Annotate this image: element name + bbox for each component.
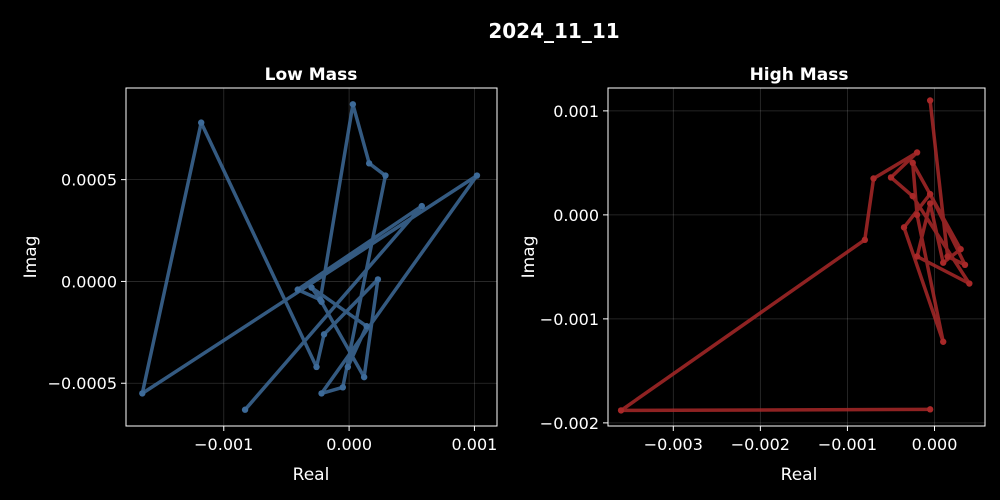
low-mass-data-point (363, 323, 370, 330)
high-mass-data-point (944, 253, 951, 260)
low-mass-xtick-label: −0.001 (194, 435, 253, 454)
high-mass-data-point (926, 200, 934, 207)
low-mass-data-point (473, 172, 481, 179)
high-mass-data-point (909, 159, 916, 167)
low-mass-data-point (294, 286, 301, 293)
low-mass-ylabel: Imag (21, 236, 41, 279)
high-mass-data-point (961, 261, 969, 268)
high-mass-data-point (909, 192, 916, 200)
high-mass-ylabel: Imag (519, 236, 539, 279)
high-mass-data-point (913, 211, 921, 219)
low-mass-data-point (139, 390, 146, 397)
low-mass-ytick-label: 0.0000 (61, 272, 117, 291)
low-mass-xtick-label: 0.000 (326, 435, 372, 454)
high-mass-data-point (900, 224, 908, 231)
high-mass-panel: High Mass Real Imag −0.003 −0.002 −0.001 0.… (519, 65, 986, 485)
high-mass-data-point (617, 407, 625, 414)
high-mass-series-line (619, 98, 972, 413)
high-mass-data-point (926, 190, 934, 198)
low-mass-data-point (318, 390, 325, 397)
high-mass-ytick-label: 0.001 (553, 102, 599, 121)
low-mass-xtick-label: 0.001 (452, 435, 498, 454)
low-mass-data-point (374, 276, 382, 283)
low-mass-ytick-label: 0.0005 (61, 171, 117, 190)
high-mass-ytick-label: −0.002 (540, 414, 599, 433)
high-mass-data-point (926, 97, 934, 104)
figure-title: 2024_11_11 (488, 19, 619, 43)
low-mass-series-line (140, 102, 479, 412)
low-mass-axes-frame (125, 87, 498, 427)
high-mass-title: High Mass (750, 65, 849, 85)
high-mass-ytick-label: 0.000 (553, 206, 599, 225)
low-mass-panel: Low Mass Real Imag −0.001 0.000 0.001 −0.00… (21, 65, 498, 485)
high-mass-data-point (870, 175, 877, 182)
low-mass-data-point (313, 363, 320, 371)
low-mass-data-point (198, 119, 205, 126)
low-mass-data-point (365, 160, 373, 167)
high-mass-data-point (913, 253, 921, 260)
high-mass-data-point (957, 246, 964, 253)
high-mass-data-point (887, 174, 895, 181)
low-mass-data-point (308, 284, 315, 291)
low-mass-data-point (339, 384, 347, 391)
high-mass-data-point (966, 280, 973, 287)
high-mass-xtick-label: −0.002 (731, 435, 790, 454)
high-mass-data-point (940, 259, 947, 266)
low-mass-data-point (241, 406, 249, 413)
low-mass-data-point (360, 373, 368, 381)
low-mass-data-point (382, 172, 389, 179)
low-mass-data-point (418, 202, 425, 210)
high-mass-xtick-label: 0.000 (912, 435, 958, 454)
high-mass-axes-frame (607, 87, 986, 427)
high-mass-data-point (926, 406, 934, 413)
high-mass-data-point (913, 149, 921, 156)
high-mass-data-point (940, 338, 947, 345)
high-mass-xlabel: Real (781, 465, 818, 485)
low-mass-data-point (344, 363, 352, 371)
high-mass-xtick-label: −0.001 (818, 435, 877, 454)
low-mass-ytick-label: −0.0005 (48, 374, 117, 393)
high-mass-xtick-label: −0.003 (644, 435, 703, 454)
low-mass-xlabel: Real (293, 465, 330, 485)
high-mass-ytick-label: −0.001 (540, 310, 599, 329)
low-mass-data-point (318, 298, 325, 305)
low-mass-data-point (320, 331, 328, 338)
high-mass-data-point (861, 236, 869, 244)
low-mass-title: Low Mass (265, 65, 358, 85)
low-mass-data-point (349, 101, 357, 108)
